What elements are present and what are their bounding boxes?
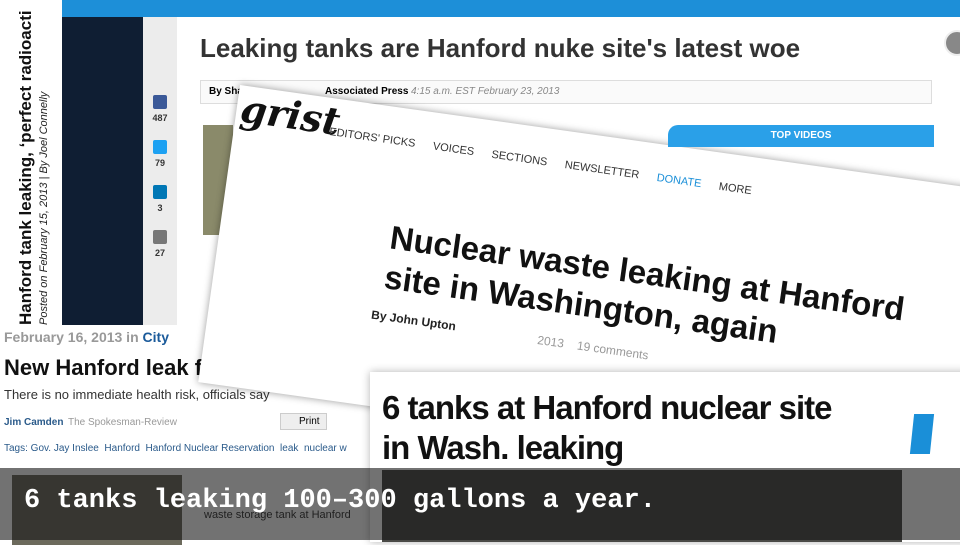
nav-item[interactable]: VOICES — [432, 140, 475, 159]
nav-item[interactable]: MORE — [718, 180, 753, 198]
spokesman-tags: Tags: Gov. Jay Inslee Hanford Hanford Nu… — [4, 443, 347, 454]
close-btn[interactable] — [944, 30, 960, 56]
grist-comments[interactable]: 19 comments — [576, 338, 650, 363]
top-videos[interactable]: TOP VIDEOS — [668, 125, 934, 147]
left-meta: Posted on February 15, 2013 | By Joel Co… — [38, 91, 50, 325]
ap-time: 4:15 a.m. EST February 23, 2013 — [411, 86, 560, 97]
nav-item[interactable]: EDITORS' PICKS — [328, 125, 417, 150]
spokesman-author[interactable]: Jim Camden — [4, 417, 64, 428]
bottom-title: 6 tanks at Hanford nuclear site in Wash.… — [382, 389, 832, 466]
bottom-accent — [909, 414, 935, 454]
section[interactable]: City — [142, 329, 169, 345]
caption-band: 6 tanks leaking 100–300 gallons a year. — [0, 468, 960, 540]
share-count: 79 — [154, 158, 165, 168]
left-page: Hanford tank leaking, ‘perfect radioacti… — [0, 0, 62, 330]
top-videos-label: TOP VIDEOS — [770, 130, 832, 141]
ap-source: Associated Press — [325, 86, 409, 97]
date: February 16, 2013 in — [4, 329, 143, 345]
ap-title: Leaking tanks are Hanford nuke site's la… — [200, 33, 801, 63]
grist-date: 2013 — [536, 332, 565, 351]
nav-item[interactable]: SECTIONS — [490, 148, 549, 169]
nav-item[interactable]: DONATE — [655, 171, 703, 191]
grist-title: Nuclear waste leaking at Hanford site in… — [382, 218, 907, 351]
share-icon[interactable] — [153, 95, 167, 109]
share-count: 3 — [157, 203, 163, 213]
spokesman-sub: There is no immediate health risk, offic… — [4, 387, 270, 402]
share-icon[interactable] — [153, 230, 167, 244]
grist-byline: By John Upton — [370, 307, 457, 334]
byline-box: By Sha Associated Press 4:15 a.m. EST Fe… — [200, 80, 932, 104]
nav-item[interactable]: NEWSLETTER — [563, 159, 641, 182]
share-icon[interactable] — [153, 185, 167, 199]
share-icon[interactable] — [153, 140, 167, 154]
spokesman-source: The Spokesman-Review — [68, 417, 177, 428]
ap-byline: By Sha — [209, 86, 243, 97]
social-column: 487 79 3 27 — [143, 17, 177, 327]
share-count: 27 — [154, 248, 165, 258]
navy-column — [62, 17, 143, 327]
left-title: Hanford tank leaking, ‘perfect radioacti — [16, 10, 35, 325]
share-count: 487 — [152, 113, 168, 123]
caption: 6 tanks leaking 100–300 gallons a year. — [24, 486, 656, 516]
spokesman-date: February 16, 2013 in City — [4, 329, 169, 345]
print-btn[interactable]: Print — [280, 413, 327, 430]
top-bar — [62, 0, 960, 17]
